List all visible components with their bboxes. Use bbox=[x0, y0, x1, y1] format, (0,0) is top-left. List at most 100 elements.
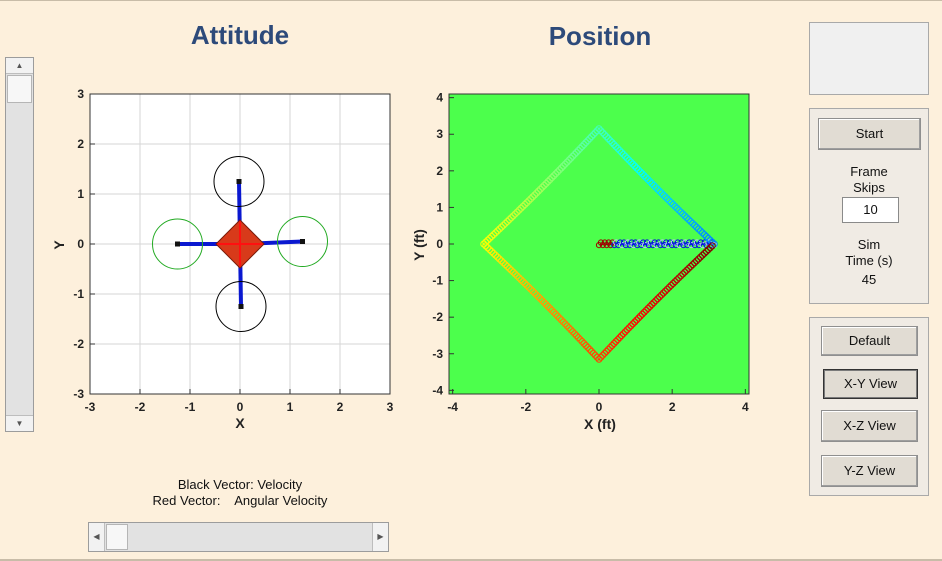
trajectory-point bbox=[515, 274, 523, 282]
trajectory-point bbox=[625, 324, 633, 332]
trajectory-point bbox=[631, 162, 639, 170]
scroll-left-arrow-icon[interactable]: ◀ bbox=[89, 523, 105, 551]
trajectory-point bbox=[636, 168, 644, 176]
trajectory-point bbox=[625, 156, 633, 164]
trajectory-point bbox=[667, 281, 675, 289]
trajectory-point bbox=[648, 179, 656, 187]
trajectory-point bbox=[490, 231, 498, 239]
trajectory-point bbox=[665, 197, 673, 205]
trajectory-point bbox=[561, 160, 569, 168]
trajectory-point bbox=[490, 249, 498, 257]
trajectory-point bbox=[589, 349, 597, 357]
trajectory-point bbox=[509, 268, 517, 276]
attitude-x-tick-label: -3 bbox=[85, 400, 96, 414]
trajectory-point bbox=[540, 299, 548, 307]
trajectory-point bbox=[702, 247, 710, 255]
position-x-tick-label: -2 bbox=[520, 400, 531, 414]
yz-view-button[interactable]: Y-Z View bbox=[821, 455, 918, 487]
position-y-tick-label: -2 bbox=[432, 310, 443, 324]
trajectory-point bbox=[584, 137, 592, 145]
trajectory-point bbox=[507, 266, 515, 274]
trajectory-point bbox=[665, 283, 673, 291]
horizontal-scroll-thumb[interactable] bbox=[106, 524, 128, 550]
trajectory-point bbox=[679, 270, 687, 278]
trajectory-point bbox=[650, 181, 658, 189]
trajectory-point bbox=[561, 320, 569, 328]
rotor-circle bbox=[215, 281, 267, 332]
position-x-tick-label: -4 bbox=[447, 400, 458, 414]
xy-view-button[interactable]: X-Y View bbox=[823, 369, 918, 399]
trajectory-point bbox=[488, 233, 496, 241]
trajectory-point bbox=[685, 216, 693, 224]
trajectory-point bbox=[627, 322, 635, 330]
scroll-right-arrow-icon[interactable]: ▶ bbox=[372, 523, 388, 551]
trajectory-point bbox=[499, 221, 507, 229]
trajectory-point bbox=[629, 320, 637, 328]
trajectory-point bbox=[638, 170, 646, 178]
start-button[interactable]: Start bbox=[818, 118, 921, 150]
trajectory-point bbox=[671, 202, 679, 210]
position-title: Position bbox=[548, 21, 652, 51]
trajectory-point bbox=[580, 339, 588, 347]
trajectory-point bbox=[503, 263, 511, 271]
trajectory-point bbox=[555, 314, 563, 322]
attitude-tick-labels: -3 -2 -1 0 1 2 3 -3 -2 -1 0 1 2 3 bbox=[73, 87, 393, 414]
trajectory-point bbox=[559, 318, 567, 326]
trajectory-point bbox=[677, 208, 685, 216]
trajectory-point bbox=[608, 139, 616, 147]
trajectory-point bbox=[546, 176, 554, 184]
trajectory-point bbox=[574, 334, 582, 342]
trajectory-point bbox=[484, 244, 492, 252]
trajectory-point bbox=[642, 306, 650, 314]
trajectory-point bbox=[552, 170, 560, 178]
trajectory-point bbox=[548, 174, 556, 182]
trajectory-point bbox=[584, 343, 592, 351]
trajectory-point bbox=[623, 326, 631, 334]
trajectory-point bbox=[635, 166, 643, 174]
trajectory-point bbox=[689, 219, 697, 227]
trajectory-point bbox=[591, 129, 599, 137]
trajectory-point bbox=[621, 152, 629, 160]
frame-skips-input[interactable]: 10 bbox=[842, 197, 899, 223]
trajectory-point bbox=[534, 293, 542, 301]
trajectory-point bbox=[554, 312, 562, 320]
trajectory-point bbox=[578, 142, 586, 150]
scroll-down-arrow-icon[interactable]: ▼ bbox=[6, 415, 33, 431]
horizontal-scrollbar[interactable]: ◀ ▶ bbox=[88, 522, 389, 552]
view-control-panel: Default X-Y View X-Z View Y-Z View bbox=[809, 317, 929, 496]
trajectory-point bbox=[538, 297, 546, 305]
attitude-x-tick-label: -1 bbox=[185, 400, 196, 414]
trajectory-point bbox=[497, 223, 505, 231]
position-y-tick-label: 0 bbox=[436, 237, 443, 251]
default-view-button[interactable]: Default bbox=[821, 326, 918, 356]
trajectory-point bbox=[519, 202, 527, 210]
position-y-tick-label: 2 bbox=[436, 164, 443, 178]
trajectory-point bbox=[533, 189, 541, 197]
position-y-tick-label: -3 bbox=[432, 347, 443, 361]
trajectory-point bbox=[646, 178, 654, 186]
trajectory-point bbox=[652, 183, 660, 191]
trajectory-point bbox=[687, 217, 695, 225]
trajectory-point bbox=[571, 330, 579, 338]
trajectory-point bbox=[511, 210, 519, 218]
scroll-up-arrow-icon[interactable]: ▲ bbox=[6, 58, 33, 74]
trajectory-point bbox=[511, 270, 519, 278]
attitude-y-tick-label: 3 bbox=[77, 87, 84, 101]
trajectory-point bbox=[567, 326, 575, 334]
trajectory-point bbox=[659, 191, 667, 199]
xz-view-button[interactable]: X-Z View bbox=[821, 410, 918, 442]
attitude-x-tick-label: 0 bbox=[237, 400, 244, 414]
trajectory-point bbox=[700, 249, 708, 257]
trajectory-point bbox=[646, 302, 654, 310]
trajectory-point bbox=[563, 158, 571, 166]
trajectory-point bbox=[563, 322, 571, 330]
vertical-scroll-thumb[interactable] bbox=[7, 75, 32, 103]
vertical-scrollbar[interactable]: ▲ ▼ bbox=[5, 57, 34, 432]
trajectory-point bbox=[557, 164, 565, 172]
legend-angular-velocity: Red Vector: Angular Velocity bbox=[152, 493, 328, 508]
sim-time-label-1: Sim bbox=[857, 237, 881, 252]
trajectory-point bbox=[694, 225, 702, 233]
trajectory-point bbox=[677, 272, 685, 280]
trajectory-point bbox=[548, 306, 556, 314]
trajectory-point bbox=[517, 204, 525, 212]
